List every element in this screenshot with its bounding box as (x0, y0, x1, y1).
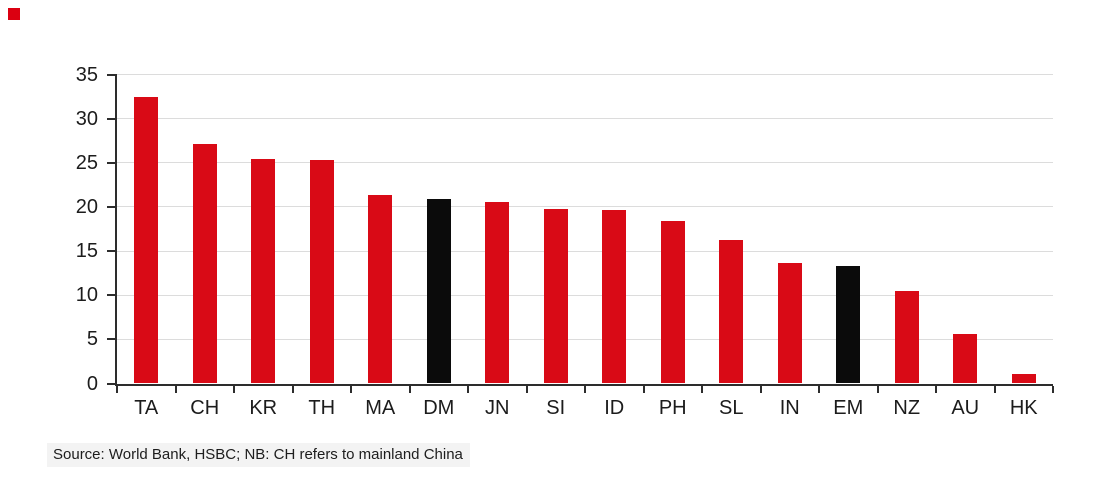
x-axis-tick (935, 385, 937, 393)
bar-si (543, 208, 568, 384)
y-axis-label: 35 (75, 63, 98, 86)
bar-dm (426, 198, 451, 384)
x-axis-label-sl: SL (719, 396, 744, 419)
y-axis-line (115, 74, 117, 386)
x-axis-label-em: EM (833, 396, 864, 419)
x-axis-label-id: ID (604, 396, 625, 419)
x-axis-tick (876, 385, 879, 393)
y-axis-tick (107, 117, 117, 120)
x-axis-tick (233, 385, 235, 393)
bar-jn (485, 201, 510, 384)
x-axis-label-ph: PH (658, 396, 687, 419)
x-axis-label-dm: DM (423, 396, 455, 419)
x-axis-tick (291, 385, 294, 393)
bar-em (836, 266, 861, 384)
x-axis-tick (993, 385, 996, 393)
x-axis-tick (584, 385, 586, 393)
y-axis-label: 20 (75, 195, 98, 218)
bar-nz (894, 290, 919, 384)
y-axis-tick (107, 294, 117, 297)
bar-kr (251, 159, 276, 384)
x-axis-tick (116, 385, 118, 393)
x-axis-tick (525, 385, 528, 393)
x-axis-tick (701, 385, 703, 393)
source-note: Source: World Bank, HSBC; NB: CH refers … (47, 443, 470, 467)
bar-au (953, 334, 978, 384)
x-axis-label-au: AU (951, 396, 980, 419)
y-axis-tick (107, 205, 117, 208)
x-axis-tick (467, 385, 469, 393)
y-axis-label: 0 (86, 372, 98, 395)
bar-ch (192, 144, 217, 384)
y-axis-label: 5 (86, 328, 98, 351)
brand-red-square-icon (8, 8, 20, 20)
x-axis-label-th: TH (308, 396, 336, 419)
y-axis-label: 15 (75, 240, 98, 263)
x-axis-label-in: IN (779, 396, 800, 419)
x-axis-line (115, 383, 1053, 386)
bar-th (309, 160, 334, 384)
bar-ma (368, 194, 393, 384)
x-axis-tick (174, 385, 177, 393)
bar-hk (1011, 373, 1036, 384)
bar-ta (134, 96, 159, 384)
gridline (117, 250, 1053, 252)
x-axis-label-ma: MA (365, 396, 396, 419)
y-axis-tick (107, 73, 117, 76)
y-axis-label: 25 (75, 151, 98, 174)
y-axis-label: 30 (75, 107, 98, 130)
x-axis-label-ta: TA (134, 396, 159, 419)
bar-sl (719, 239, 744, 384)
gridline (117, 206, 1053, 208)
bar-chart: 0 5 10 15 20 25 30 35 TA CH KR TH MA DM JN SI ID PH SL IN EM… (75, 63, 1054, 419)
x-axis-tick (642, 385, 645, 393)
y-axis-label: 10 (75, 284, 98, 307)
x-axis-tick (818, 385, 820, 393)
x-axis-tick (759, 385, 762, 393)
y-axis-tick (107, 250, 117, 253)
x-axis-tick (350, 385, 352, 393)
bar-ph (660, 221, 685, 384)
x-axis-tick (1052, 385, 1054, 393)
gridline (117, 118, 1053, 120)
y-axis-tick (107, 161, 117, 164)
x-axis-label-si: SI (546, 396, 566, 419)
x-axis-label-kr: KR (249, 396, 278, 419)
bar-in (777, 262, 802, 384)
x-axis-tick (408, 385, 411, 393)
x-axis-label-hk: HK (1009, 396, 1038, 419)
gridline (117, 162, 1053, 164)
y-axis-tick (107, 338, 117, 341)
x-axis-label-ch: CH (190, 396, 220, 419)
gridline (117, 338, 1053, 340)
bar-id (602, 210, 627, 384)
x-axis-label-nz: NZ (893, 396, 921, 419)
y-axis-tick (107, 382, 117, 385)
x-axis-label-jn: JN (485, 396, 510, 419)
gridline (117, 294, 1053, 296)
gridline (117, 74, 1053, 75)
